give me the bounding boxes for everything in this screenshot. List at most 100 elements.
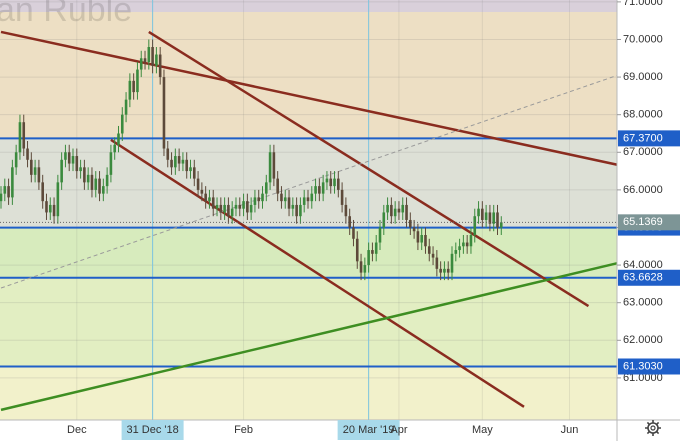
axes: 61.000062.000063.000064.000065.000066.00…	[67, 0, 680, 440]
candle-body	[242, 201, 245, 209]
candle-body	[185, 159, 189, 172]
candle-body	[458, 246, 461, 251]
x-tick-label: May	[472, 424, 493, 436]
level-label-box	[618, 358, 680, 375]
candle-body	[477, 208, 480, 217]
candle-body	[492, 212, 495, 224]
candle-body	[234, 204, 238, 209]
candle-body	[52, 204, 56, 217]
y-tick-label: 66.0000	[623, 184, 663, 196]
candle-body	[124, 99, 128, 115]
candle-body	[45, 201, 48, 213]
candle-body	[291, 204, 295, 209]
candle-body	[424, 235, 427, 247]
candle-body	[128, 80, 132, 100]
candle-body	[196, 178, 200, 190]
zone	[0, 227, 617, 278]
candle-body	[94, 178, 98, 190]
candle-body	[113, 144, 116, 153]
trendline	[110, 138, 525, 408]
candle-body	[174, 156, 177, 168]
candle-body	[283, 197, 287, 202]
level-label-box	[618, 130, 680, 147]
candle-body	[22, 122, 26, 149]
settings-icon[interactable]	[645, 420, 661, 436]
level-label: 63.6628	[623, 272, 663, 284]
candle-body	[355, 238, 359, 262]
candle-body	[499, 222, 503, 228]
x-tick-label: Feb	[234, 424, 253, 436]
candle-body	[295, 204, 298, 217]
candle-body	[450, 253, 454, 273]
candle-body	[484, 212, 488, 220]
time-axis	[0, 420, 617, 441]
candle-body	[272, 152, 276, 179]
x-marker-box	[121, 420, 184, 440]
candle-body	[158, 54, 162, 78]
candle-body	[359, 261, 363, 273]
candle-body	[75, 156, 79, 172]
candle-body	[14, 152, 18, 168]
candle-body	[86, 174, 90, 183]
candle-body	[83, 167, 86, 183]
candle-body	[67, 152, 71, 164]
candle-body	[367, 250, 370, 266]
candle-body	[177, 156, 181, 164]
plot	[0, 0, 617, 420]
candle-body	[223, 204, 226, 213]
candle-body	[374, 242, 378, 254]
trendline	[0, 74, 617, 289]
candle-body	[348, 216, 351, 228]
candle-body	[465, 242, 469, 247]
candle-body	[181, 159, 185, 164]
candle-body	[409, 219, 412, 228]
x-tick-label: 20 Mar '19	[343, 424, 395, 436]
candle-body	[318, 186, 321, 194]
candle-body	[147, 47, 151, 63]
candle-body	[253, 197, 257, 205]
candle-body	[120, 114, 124, 134]
candle-body	[230, 208, 234, 217]
candle-body	[155, 54, 158, 66]
candle-body	[390, 204, 393, 217]
candle-body	[378, 227, 382, 243]
candle-body	[60, 159, 63, 183]
candle-body	[249, 204, 253, 213]
candle-body	[132, 80, 135, 93]
candle-body	[280, 193, 283, 202]
candle-body	[439, 268, 442, 273]
candle-body	[105, 174, 109, 187]
candle-body	[405, 204, 408, 220]
candle-body	[397, 208, 401, 213]
candle-body	[352, 227, 355, 239]
candle-body	[41, 182, 44, 202]
candle-body	[189, 167, 192, 172]
zone	[0, 366, 617, 420]
last-price-box	[618, 214, 680, 231]
candle-body	[412, 227, 416, 232]
candle-body	[299, 204, 302, 217]
candle-body	[208, 197, 211, 202]
candle-body	[192, 167, 196, 179]
background	[0, 0, 617, 420]
candle-body	[435, 257, 439, 269]
y-tick-label: 62.0000	[623, 334, 663, 346]
candle-body	[79, 167, 82, 172]
candle-body	[454, 250, 458, 254]
candle-body	[261, 193, 264, 202]
x-tick-label: 31 Dec '18	[126, 424, 178, 436]
candle-body	[325, 178, 329, 183]
candle-body	[469, 235, 473, 247]
candle-body	[90, 174, 94, 190]
candle-body	[238, 204, 242, 209]
candle-body	[56, 182, 60, 217]
candle-body	[117, 133, 120, 145]
candle-body	[344, 204, 348, 217]
x-marker-box	[337, 420, 400, 440]
candle-body	[219, 204, 223, 213]
candle-body	[382, 212, 386, 228]
top-zone	[0, 0, 617, 12]
candle-body	[33, 167, 37, 175]
candle-body	[488, 212, 492, 224]
candle-body	[420, 235, 423, 243]
